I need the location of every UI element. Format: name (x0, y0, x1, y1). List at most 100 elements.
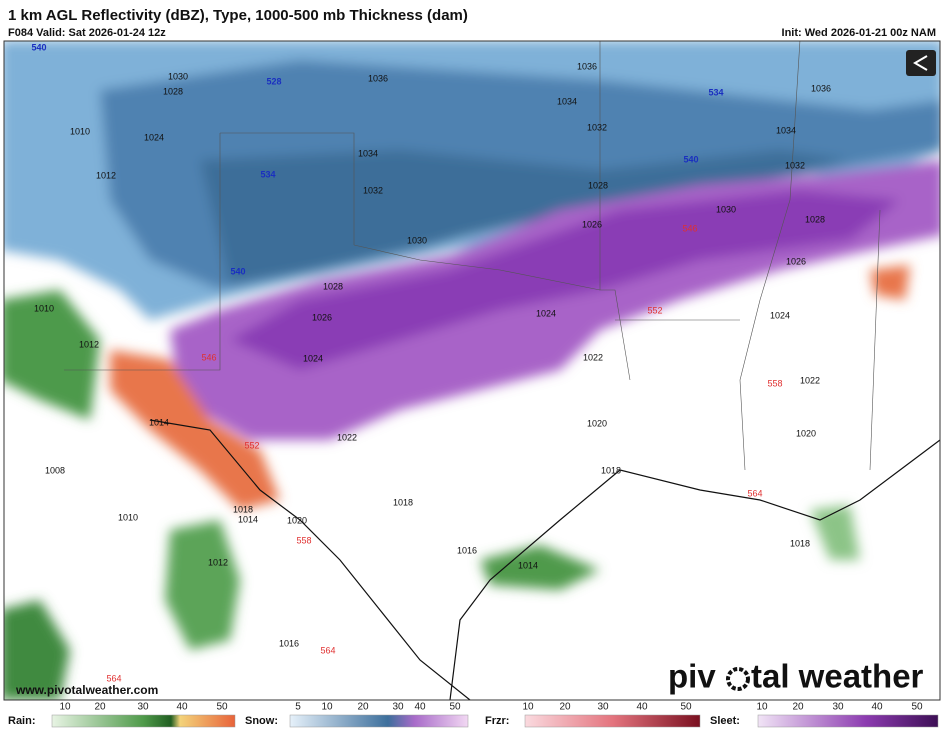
isobar-label: 1018 (790, 538, 810, 548)
isobar-label: 1034 (557, 96, 577, 106)
thickness-label: 534 (260, 169, 275, 179)
isobar-label: 1022 (337, 432, 357, 442)
title: 1 km AGL Reflectivity (dBZ), Type, 1000-… (8, 7, 468, 24)
legend-label: Snow: (245, 715, 278, 727)
isobar-label: 1036 (368, 73, 388, 83)
share-button[interactable] (906, 50, 936, 76)
isobar-label: 1016 (279, 638, 299, 648)
legend-bar (289, 714, 469, 728)
init-time: Init: Wed 2026-01-21 00z NAM (782, 27, 936, 39)
isobar-label: 1018 (233, 504, 253, 514)
thickness-label: 558 (767, 378, 782, 388)
thickness-label: 540 (683, 154, 698, 164)
logo-left: piv (668, 658, 716, 695)
legend-tick: 40 (414, 702, 426, 713)
legend: Rain: 10 20 30 40 50 Snow: 5 10 20 30 40 50 Frzr: 10 20… (8, 702, 939, 728)
legend-tick: 40 (871, 702, 883, 713)
isobar-label: 1026 (786, 256, 806, 266)
legend-tick: 40 (636, 702, 648, 713)
isobar-label: 1014 (238, 514, 258, 524)
legend-tick: 50 (911, 702, 923, 713)
legend-tick: 50 (216, 702, 228, 713)
legend-tick: 20 (559, 702, 571, 713)
isobar-label: 1028 (323, 281, 343, 291)
map: 1030 1028 1036 1036 1034 1032 1034 1036 1010 1024… (3, 40, 941, 701)
thickness-label: 564 (747, 488, 762, 498)
legend-tick: 20 (792, 702, 804, 713)
isobar-label: 1034 (358, 148, 378, 158)
thickness-label: 540 (31, 42, 46, 52)
watermark: www.pivotalweather.com (15, 683, 158, 697)
isobar-label: 1028 (163, 86, 183, 96)
thickness-label: 534 (708, 87, 723, 97)
isobar-label: 1012 (79, 339, 99, 349)
thickness-label: 552 (647, 305, 662, 315)
isobar-label: 1018 (601, 465, 621, 475)
isobar-label: 1014 (149, 417, 169, 427)
legend-tick: 10 (756, 702, 768, 713)
isobar-label: 1008 (45, 465, 65, 475)
isobar-label: 1020 (796, 428, 816, 438)
legend-tick: 10 (59, 702, 71, 713)
thickness-label: 558 (296, 535, 311, 545)
isobar-label: 1020 (287, 515, 307, 525)
isobar-label: 1022 (800, 375, 820, 385)
contour-labels: 1030 1028 1036 1036 1034 1032 1034 1036 1010 1024… (31, 42, 831, 683)
isobar-label: 1012 (96, 170, 116, 180)
isobar-label: 1036 (811, 83, 831, 93)
legend-tick: 20 (94, 702, 106, 713)
thickness-label: 540 (230, 266, 245, 276)
map-frame (3, 40, 941, 701)
legend-tick: 10 (522, 702, 534, 713)
isobar-label: 1010 (34, 303, 54, 313)
legend-label: Frzr: (485, 715, 509, 727)
isobar-label: 1028 (805, 214, 825, 224)
isobar-label: 1024 (536, 308, 556, 318)
isobar-label: 1034 (776, 125, 796, 135)
isobar-label: 1032 (363, 185, 383, 195)
legend-tick: 20 (357, 702, 369, 713)
isobar-label: 1024 (770, 310, 790, 320)
isobar-label: 1020 (587, 418, 607, 428)
legend-tick: 30 (137, 702, 149, 713)
legend-tick: 30 (832, 702, 844, 713)
legend-tick: 50 (449, 702, 461, 713)
legend-tick: 10 (321, 702, 333, 713)
share-icon (913, 55, 928, 71)
legend-tick: 5 (295, 702, 301, 713)
legend-tick: 50 (680, 702, 692, 713)
legend-tick: 30 (597, 702, 609, 713)
thickness-label: 546 (682, 223, 697, 233)
isobar-label: 1016 (457, 545, 477, 555)
isobar-label: 1010 (118, 512, 138, 522)
isobar-label: 1030 (168, 71, 188, 81)
isobar-label: 1026 (582, 219, 602, 229)
precip-field (4, 41, 940, 700)
thickness-label: 564 (320, 645, 335, 655)
legend-tick: 30 (392, 702, 404, 713)
legend-label: Rain: (8, 715, 36, 727)
legend-tick: 40 (176, 702, 188, 713)
legend-label: Sleet: (710, 715, 740, 727)
legend-bar (51, 714, 236, 728)
isobar-label: 1030 (407, 235, 427, 245)
isobar-label: 1032 (587, 122, 607, 132)
logo-icon (726, 667, 750, 691)
isobar-label: 1030 (716, 204, 736, 214)
isobar-label: 1024 (303, 353, 323, 363)
isobar-label: 1032 (785, 160, 805, 170)
valid-time: F084 Valid: Sat 2026-01-24 12z (8, 27, 166, 39)
thickness-label: 528 (266, 76, 281, 86)
thickness-label: 552 (244, 440, 259, 450)
legend-bar (757, 714, 939, 728)
isobar-label: 1018 (393, 497, 413, 507)
isobar-label: 1028 (588, 180, 608, 190)
thickness-label: 546 (201, 352, 216, 362)
isobar-label: 1024 (144, 132, 164, 142)
legend-bar (524, 714, 701, 728)
thickness-label: 564 (106, 673, 121, 683)
isobar-label: 1014 (518, 560, 538, 570)
isobar-label: 1036 (577, 61, 597, 71)
